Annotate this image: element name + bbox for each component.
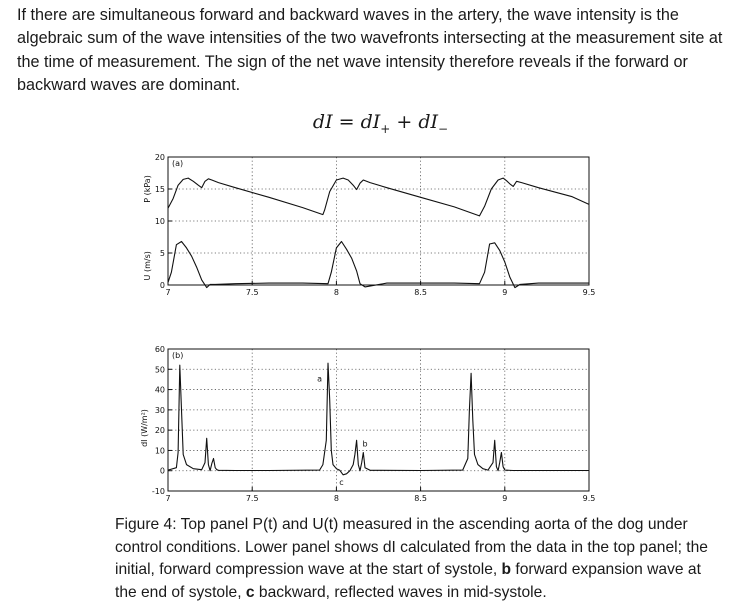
panel-a-xtick-label-1: 7.5 — [246, 288, 259, 297]
panel-b-ytick-label-1: 0 — [160, 467, 165, 476]
panel-b-ytick-label-3: 20 — [155, 426, 165, 435]
caption-b-bold: b — [501, 561, 512, 579]
figure-caption: Figure 4: Top panel P(t) and U(t) measur… — [115, 514, 711, 604]
panel-a-ytick-label-0: 0 — [160, 281, 165, 290]
panel-a-ytick-label-4: 20 — [155, 153, 165, 162]
panel-b-ytick-label-7: 60 — [155, 345, 165, 354]
panel-b-annotation-a: a — [317, 374, 322, 383]
eq-lhs: dI — [312, 111, 333, 133]
caption-c-text: backward, reflected waves in mid-systole… — [254, 583, 547, 601]
panel-b-ytick-label-2: 10 — [155, 446, 165, 455]
panel-b-ytick-label-4: 30 — [155, 406, 165, 415]
eq-equals: = — [338, 111, 355, 133]
wave-intensity-equation: dI = dI+ + dI− — [0, 111, 741, 136]
panel-a-xtick-label-3: 8.5 — [414, 288, 427, 297]
panel-b-annotation-b: b — [362, 439, 367, 448]
eq-term-backward: dI — [418, 111, 439, 133]
figure-4: 7 7.5 8 8.5 9 9.5 0 5 10 15 20 (a) P (kPa) U (m/s) 7 7.… — [140, 153, 596, 503]
panel-a-ytick-label-1: 5 — [160, 249, 165, 258]
eq-sub-backward: − — [438, 121, 449, 136]
panel-b-annotation-c: c — [339, 478, 343, 487]
eq-plus: + — [396, 111, 413, 133]
panel-a-label: (a) — [172, 159, 183, 168]
caption-c-bold: c — [245, 583, 255, 601]
panel-a-xtick-label-4: 9 — [502, 288, 507, 297]
panel-b-frame — [167, 348, 590, 492]
panel-b-ylabel: dI (W/m²) — [140, 409, 149, 447]
panel-b-xtick-label-2: 8 — [334, 494, 339, 503]
panel-b-xtick-label-1: 7.5 — [246, 494, 259, 503]
caption-lead: Figure 4: Top panel P(t) and U(t) measur… — [115, 516, 708, 579]
panel-b-series-0-line — [167, 362, 589, 476]
panel-b-ytick-label-6: 50 — [155, 365, 165, 374]
panel-a-xtick-label-0: 7 — [165, 288, 170, 297]
panel-a-ytick-label-2: 10 — [155, 217, 165, 226]
eq-sub-forward: + — [380, 121, 391, 136]
panel-b-ytick-label-0: -10 — [152, 487, 165, 496]
panel-a-frame — [167, 156, 590, 286]
panel-b-xtick-label-0: 7 — [165, 494, 170, 503]
panel-b-xtick-label-4: 9 — [502, 494, 507, 503]
panel-b-xtick-label-3: 8.5 — [414, 494, 427, 503]
panel-a-xtick-label-2: 8 — [334, 288, 339, 297]
panel-b-label: (b) — [172, 351, 183, 360]
panel-a-ylabel-pressure: P (kPa) — [143, 175, 152, 203]
panel-a-ytick-label-3: 15 — [155, 185, 165, 194]
panel-b-ytick-label-5: 40 — [155, 386, 165, 395]
intro-paragraph: If there are simultaneous forward and ba… — [17, 6, 723, 95]
panel-a-xtick-label-5: 9.5 — [583, 288, 596, 297]
panel-a-series-1-line — [167, 240, 589, 289]
eq-term-forward: dI — [360, 111, 381, 133]
panel-a-ylabel-velocity: U (m/s) — [143, 251, 152, 280]
panel-b-xtick-label-5: 9.5 — [583, 494, 596, 503]
caption-b-text: forward expansion wave at the end of sys… — [115, 561, 701, 601]
panel-a-series-0-line — [167, 177, 590, 217]
